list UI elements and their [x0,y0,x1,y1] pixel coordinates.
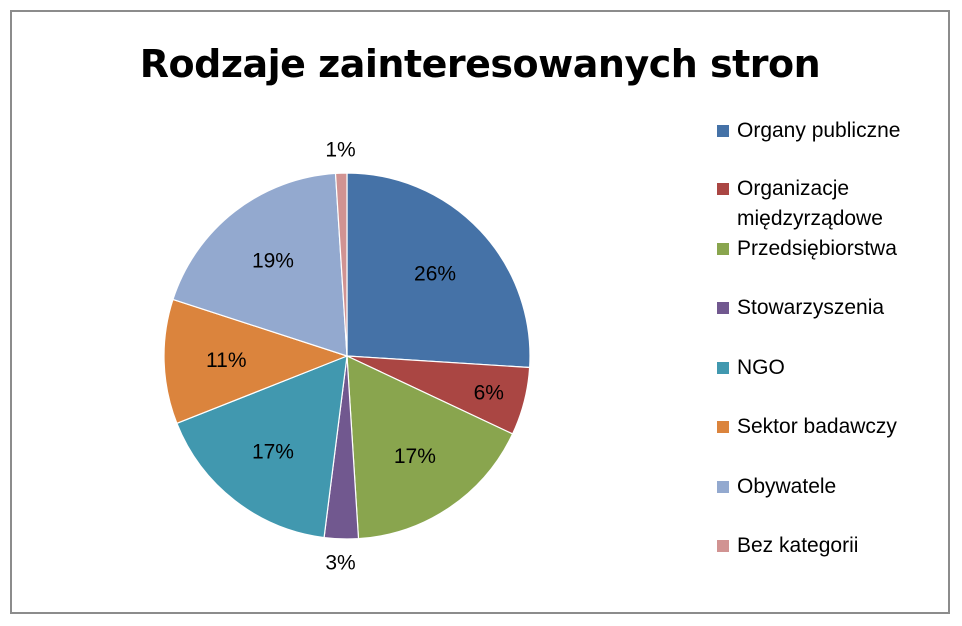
data-label-przedsiebiorstwa: 17% [394,445,436,468]
data-label-obywatele: 19% [252,250,294,273]
data-label-organizacje-miedzyrzadowe: 6% [474,381,504,404]
pie-chart: 26% 6% 17% 3% 17% 11% 19% 1% [163,138,531,575]
pie-slice-obywatele [172,172,348,357]
pie-slice-sektor-badawczy [163,298,349,425]
data-label-stowarzyszenia: 3% [325,552,355,575]
data-label-sektor-badawczy: 11% [206,349,246,372]
chart-title: Rodzaje zainteresowanych stron [139,42,821,86]
pie-slice-organy-publiczne [346,172,531,369]
data-label-ngo: 17% [252,440,294,463]
data-label-bez-kategorii: 1% [325,138,355,161]
chart-frame: Rodzaje zainteresowanych stron 26% 6% 17% 3… [10,10,950,614]
pie-slice-bez-kategorii [334,172,348,357]
data-label-organy-publiczne: 26% [414,262,456,285]
pie-slice-ngo [176,355,348,539]
pie-slice-przedsiebiorstwa [346,355,514,540]
